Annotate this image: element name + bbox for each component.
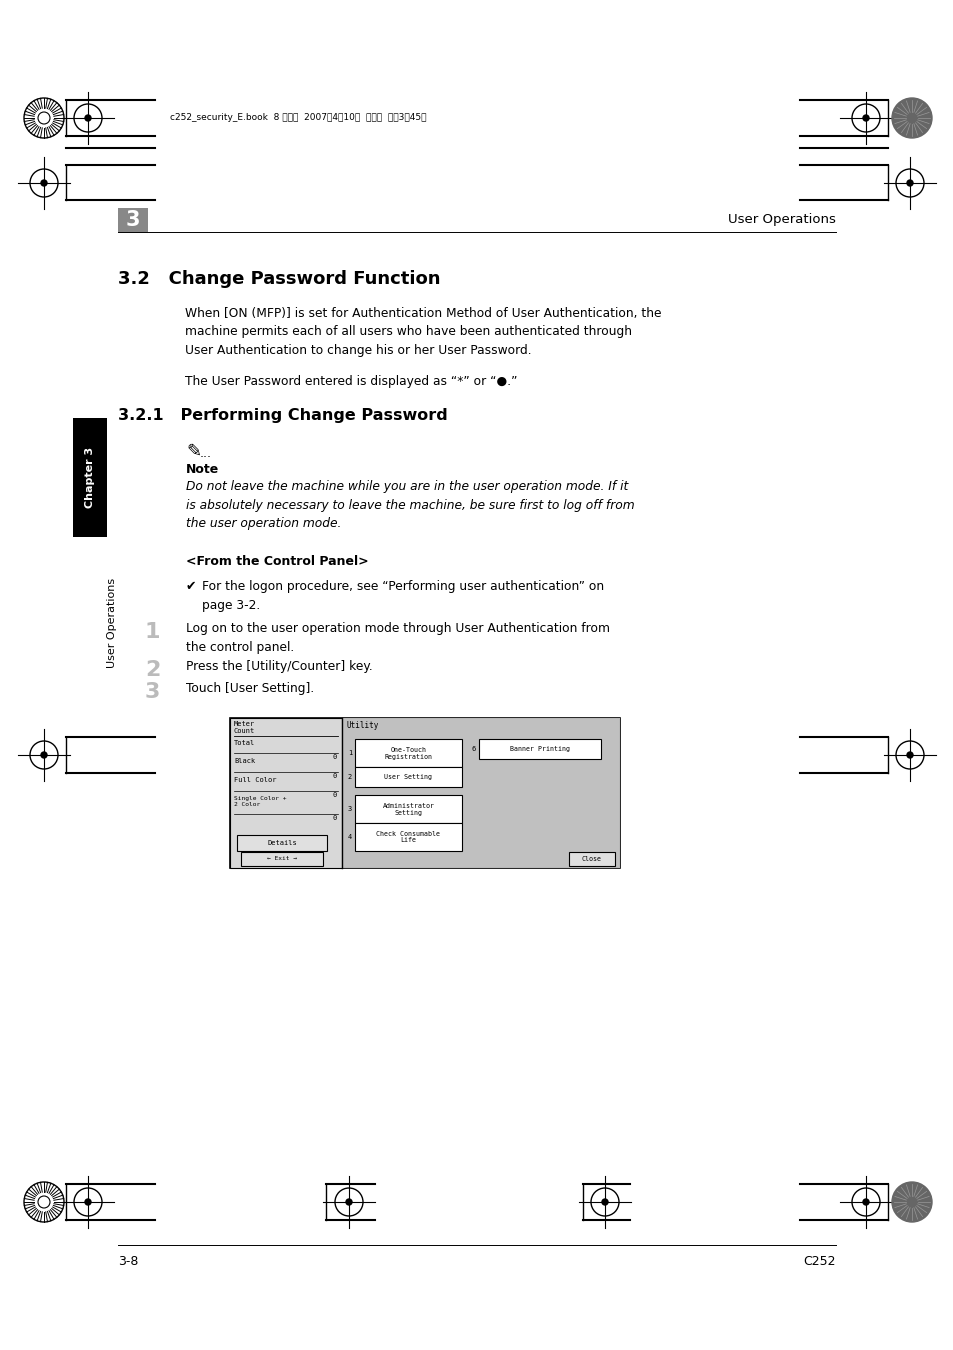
Bar	[230, 718, 341, 868]
Text: 1: 1	[348, 751, 352, 756]
Circle shape	[41, 752, 47, 757]
Text: 3-8: 3-8	[118, 1256, 138, 1268]
Circle shape	[891, 99, 931, 138]
Text: 2: 2	[348, 774, 352, 780]
Text: 4: 4	[348, 834, 352, 840]
Circle shape	[85, 115, 91, 122]
Text: c252_security_E.book  8 ページ  2007年4月10日  火曜日  午後3時45分: c252_security_E.book 8 ページ 2007年4月10日 火曜…	[170, 113, 426, 123]
Text: For the logon procedure, see “Performing user authentication” on
page 3-2.: For the logon procedure, see “Performing…	[202, 580, 603, 612]
Circle shape	[601, 1199, 607, 1206]
Text: Log on to the user operation mode through User Authentication from
the control p: Log on to the user operation mode throug…	[186, 622, 609, 653]
FancyBboxPatch shape	[355, 767, 461, 787]
FancyBboxPatch shape	[241, 852, 323, 865]
Text: 3.2   Change Password Function: 3.2 Change Password Function	[118, 270, 440, 288]
Circle shape	[891, 1183, 931, 1222]
Text: ← Exit →: ← Exit →	[267, 856, 296, 861]
FancyBboxPatch shape	[355, 795, 461, 824]
Text: One-Touch
Registration: One-Touch Registration	[384, 747, 432, 760]
Text: Details: Details	[267, 840, 296, 846]
Text: Chapter 3: Chapter 3	[85, 447, 95, 508]
Bar	[118, 208, 148, 232]
Text: 0: 0	[333, 815, 336, 821]
Text: User Operations: User Operations	[107, 578, 117, 667]
Circle shape	[346, 1199, 352, 1206]
Bar	[230, 718, 619, 868]
Text: 3.2.1   Performing Change Password: 3.2.1 Performing Change Password	[118, 408, 447, 423]
Text: 0: 0	[333, 774, 336, 779]
Bar	[341, 718, 619, 868]
Circle shape	[41, 180, 47, 186]
Circle shape	[862, 1199, 868, 1206]
Circle shape	[85, 1199, 91, 1206]
Text: User Setting: User Setting	[384, 774, 432, 780]
Text: When [ON (MFP)] is set for Authentication Method of User Authentication, the
mac: When [ON (MFP)] is set for Authenticatio…	[185, 306, 660, 356]
Text: ✎: ✎	[186, 443, 201, 460]
Text: Note: Note	[186, 463, 219, 477]
FancyBboxPatch shape	[355, 738, 461, 767]
Text: Meter
Count: Meter Count	[233, 721, 255, 734]
Text: 3: 3	[348, 806, 352, 811]
Text: Touch [User Setting].: Touch [User Setting].	[186, 682, 314, 695]
Bar	[343, 720, 618, 867]
Text: <From the Control Panel>: <From the Control Panel>	[186, 555, 368, 568]
Text: 6: 6	[471, 747, 476, 752]
Text: C252: C252	[802, 1256, 835, 1268]
Text: 0: 0	[333, 792, 336, 798]
Circle shape	[906, 752, 912, 757]
Text: Press the [Utility/Counter] key.: Press the [Utility/Counter] key.	[186, 660, 373, 674]
Circle shape	[906, 180, 912, 186]
Text: ✔: ✔	[186, 580, 196, 593]
Text: Do not leave the machine while you are in the user operation mode. If it
is abso: Do not leave the machine while you are i…	[186, 481, 634, 531]
Text: Check Consumable
Life: Check Consumable Life	[376, 830, 440, 844]
FancyBboxPatch shape	[478, 738, 600, 759]
Text: 2: 2	[145, 660, 160, 680]
Text: Administrator
Setting: Administrator Setting	[382, 802, 434, 815]
FancyBboxPatch shape	[355, 824, 461, 850]
Text: Banner Printing: Banner Printing	[510, 747, 569, 752]
Text: 1: 1	[145, 622, 160, 643]
FancyBboxPatch shape	[568, 852, 615, 865]
Text: Close: Close	[581, 856, 601, 863]
Text: 0: 0	[333, 755, 336, 760]
Text: Total: Total	[233, 740, 255, 747]
Bar	[73, 418, 107, 537]
Text: The User Password entered is displayed as “*” or “●.”: The User Password entered is displayed a…	[185, 375, 517, 387]
Text: User Operations: User Operations	[727, 213, 835, 227]
Text: 3: 3	[126, 211, 140, 230]
Text: Single Color +
2 Color: Single Color + 2 Color	[233, 796, 286, 807]
Text: Full Color: Full Color	[233, 778, 276, 783]
Text: Black: Black	[233, 757, 255, 764]
FancyBboxPatch shape	[236, 836, 327, 850]
Text: Utility: Utility	[347, 721, 379, 730]
Text: ...: ...	[200, 447, 212, 460]
Text: 3: 3	[145, 682, 160, 702]
Circle shape	[862, 115, 868, 122]
